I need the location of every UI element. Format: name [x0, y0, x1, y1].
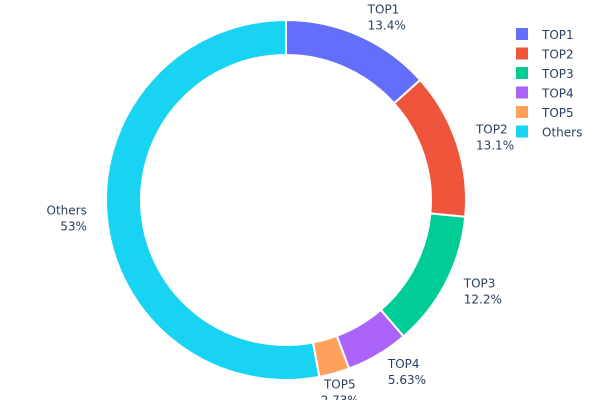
slice-label-top3: TOP3 12.2%: [463, 277, 502, 307]
legend-label: TOP5: [541, 106, 574, 120]
slice-label-value: 13.1%: [476, 138, 514, 152]
legend-item-top4[interactable]: TOP4: [516, 86, 574, 101]
slice-label-value: 53%: [60, 220, 87, 234]
slice-label-value: 2.73%: [321, 394, 359, 400]
legend-item-top2[interactable]: TOP2: [516, 47, 574, 62]
slice-others[interactable]: [105, 18, 321, 381]
slice-label-name: TOP2: [475, 122, 508, 136]
slice-label-name: TOP3: [463, 277, 496, 291]
slice-label-name: TOP1: [367, 2, 400, 16]
legend-swatch: [516, 67, 528, 79]
legend-swatch: [516, 125, 528, 138]
slice-label-top4: TOP4 5.63%: [387, 357, 426, 387]
legend-label: TOP2: [541, 48, 574, 62]
legend-swatch: [516, 86, 528, 99]
legend-swatch: [516, 106, 528, 118]
legend-item-others[interactable]: Others: [516, 125, 582, 140]
legend-label: TOP3: [541, 67, 574, 81]
slice-labels: TOP1 13.4% TOP2 13.1% TOP3 12.2% TOP4 5.63% TOP5…: [47, 2, 515, 400]
legend-label: Others: [542, 126, 582, 140]
legend: TOP1 TOP2 TOP3 TOP4 TOP5 Others: [516, 28, 582, 140]
legend-item-top5[interactable]: TOP5: [516, 106, 574, 120]
slice-label-value: 13.4%: [368, 18, 406, 32]
slice-label-top2: TOP2 13.1%: [475, 122, 514, 152]
slice-label-value: 12.2%: [464, 293, 502, 307]
slice-label-top1: TOP1 13.4%: [367, 2, 406, 32]
slice-label-others: Others 53%: [47, 204, 87, 234]
slice-top3[interactable]: [379, 212, 467, 338]
legend-item-top3[interactable]: TOP3: [516, 67, 574, 81]
legend-label: TOP4: [541, 87, 574, 101]
slice-top1[interactable]: [285, 18, 422, 105]
slice-top2[interactable]: [392, 78, 467, 218]
donut-slices: [105, 18, 467, 381]
slice-label-name: TOP4: [387, 357, 420, 371]
legend-swatch: [516, 47, 528, 60]
slice-label-name: Others: [47, 204, 87, 218]
slice-label-value: 5.63%: [388, 373, 426, 387]
legend-label: TOP1: [541, 28, 574, 42]
slice-label-name: TOP5: [323, 378, 356, 392]
slice-label-top5: TOP5 2.73%: [321, 378, 359, 400]
legend-swatch: [516, 28, 528, 40]
legend-item-top1[interactable]: TOP1: [516, 28, 574, 42]
